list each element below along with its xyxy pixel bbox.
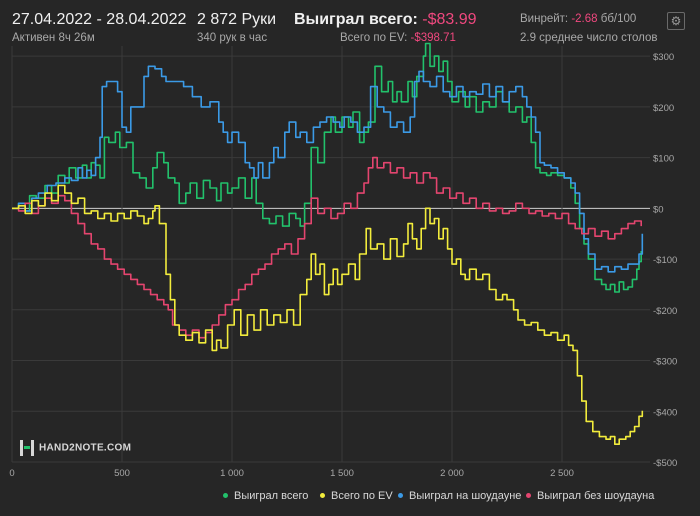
x-tick-label: 1 500 <box>330 468 354 479</box>
x-tick-label: 0 <box>9 468 14 479</box>
legend-dot-icon <box>223 492 228 498</box>
x-tick-label: 500 <box>114 468 130 479</box>
legend-item-won-total[interactable]: Выиграл всего <box>223 490 308 502</box>
gear-icon[interactable]: ⚙ <box>667 12 685 30</box>
y-tick-label: $200 <box>653 103 674 114</box>
y-tick-label: -$500 <box>653 458 677 469</box>
y-tick-label: -$400 <box>653 407 677 418</box>
hands-per-hour: 340 рук в час <box>197 32 268 44</box>
winrate-unit: бб/100 <box>600 13 637 25</box>
series-lines <box>12 42 644 445</box>
legend-dot-icon <box>320 492 325 498</box>
logo-text: HAND2NOTE.COM <box>39 442 132 454</box>
won-total-label: Выиграл всего: <box>294 11 418 28</box>
y-tick-label: -$300 <box>653 357 677 368</box>
y-tick-label: $0 <box>653 204 664 215</box>
won-total-value: -$83.99 <box>422 11 477 28</box>
series-line-3 <box>12 156 642 339</box>
y-tick-label: -$200 <box>653 306 677 317</box>
y-tick-label: $300 <box>653 52 674 63</box>
x-tick-label: 1 000 <box>220 468 244 479</box>
y-tick-label: -$100 <box>653 255 677 266</box>
ev-total-value: -$398.71 <box>410 32 456 44</box>
logo: HAND2NOTE.COM <box>20 440 131 456</box>
legend-label: Выиграл всего <box>234 490 309 502</box>
winrate: Винрейт: -2.68 бб/100 <box>520 13 636 25</box>
series-line-0 <box>12 42 642 293</box>
y-tick-label: $100 <box>653 154 674 165</box>
winrate-value: -2.68 <box>571 13 598 25</box>
legend-dot-icon <box>526 492 531 498</box>
x-tick-label: 2 000 <box>440 468 464 479</box>
logo-icon <box>20 440 34 456</box>
winrate-label: Винрейт: <box>520 13 569 25</box>
series-line-2 <box>12 65 644 273</box>
avg-tables: 2.9 среднее число столов <box>520 32 658 44</box>
legend-label: Всего по EV <box>331 490 393 502</box>
series-line-1 <box>12 184 644 445</box>
x-axis-ticks: 0 500 1 000 1 500 2 000 2 500 <box>9 468 574 479</box>
ev-total: Всего по EV: -$398.71 <box>340 32 456 44</box>
grid <box>11 46 650 463</box>
ev-total-label: Всего по EV: <box>340 32 408 44</box>
legend-item-ev[interactable]: Всего по EV <box>320 490 393 502</box>
date-range: 27.04.2022 - 28.04.2022 <box>12 11 187 28</box>
legend-label: Выиграл на шоудауне <box>409 490 522 502</box>
y-axis-ticks: $300 $200 $100 $0 -$100 -$200 -$300 -$400 -$500 <box>653 52 677 469</box>
legend-label: Выиграл без шоудауна <box>537 490 655 502</box>
hands-count: 2 872 Руки <box>197 11 277 28</box>
legend-item-showdown[interactable]: Выиграл на шоудауне <box>398 490 521 502</box>
x-tick-label: 2 500 <box>550 468 574 479</box>
active-time: Активен 8ч 26м <box>12 32 95 44</box>
won-total: Выиграл всего: -$83.99 <box>294 11 477 29</box>
legend-dot-icon <box>398 492 403 498</box>
legend-item-non-showdown[interactable]: Выиграл без шоудауна <box>526 490 654 502</box>
